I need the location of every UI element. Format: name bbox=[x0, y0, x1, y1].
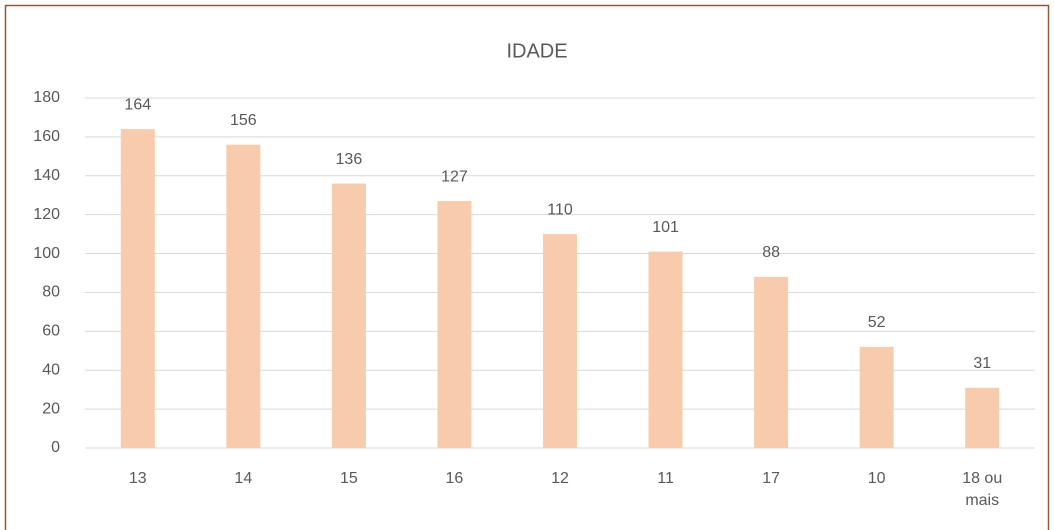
bar bbox=[648, 251, 683, 448]
bar bbox=[120, 129, 155, 448]
bar bbox=[754, 276, 789, 448]
x-tick-label: 14 bbox=[234, 470, 253, 487]
x-tick-label: 13 bbox=[128, 470, 147, 487]
y-tick-label: 160 bbox=[33, 128, 60, 145]
bar bbox=[437, 201, 472, 448]
x-tick-label: 11 bbox=[657, 470, 674, 487]
y-tick-label: 20 bbox=[42, 400, 60, 417]
bar bbox=[543, 234, 577, 448]
y-tick-label: 140 bbox=[33, 167, 60, 184]
y-tick-label: 120 bbox=[33, 206, 60, 223]
y-tick-label: 0 bbox=[51, 439, 60, 456]
y-tick-label: 100 bbox=[33, 245, 60, 262]
y-tick-label: 80 bbox=[42, 284, 60, 301]
chart-title: IDADE bbox=[506, 40, 567, 62]
bar bbox=[859, 346, 894, 448]
x-tick-label: 12 bbox=[551, 470, 569, 487]
bar bbox=[331, 183, 366, 449]
y-tick-label: 180 bbox=[33, 89, 60, 106]
bar bbox=[965, 387, 1000, 448]
x-tick-label: 17 bbox=[762, 470, 780, 487]
data-label: 127 bbox=[441, 168, 468, 185]
x-tick-label: 10 bbox=[867, 470, 886, 487]
data-label: 88 bbox=[762, 244, 780, 261]
data-label: 156 bbox=[230, 112, 257, 129]
x-tick-label: 16 bbox=[445, 470, 464, 487]
data-label: 164 bbox=[124, 96, 151, 113]
data-label: 110 bbox=[547, 201, 573, 218]
data-label: 101 bbox=[652, 219, 679, 236]
bar bbox=[226, 144, 261, 448]
data-label: 136 bbox=[336, 151, 363, 168]
y-tick-label: 40 bbox=[42, 361, 60, 378]
data-label: 52 bbox=[868, 314, 886, 331]
chart-border bbox=[4, 4, 1050, 530]
data-label: 31 bbox=[973, 355, 991, 372]
y-tick-label: 60 bbox=[42, 323, 60, 340]
x-tick-label: 18 ou mais bbox=[962, 470, 1003, 509]
x-tick-label: 15 bbox=[339, 470, 358, 487]
